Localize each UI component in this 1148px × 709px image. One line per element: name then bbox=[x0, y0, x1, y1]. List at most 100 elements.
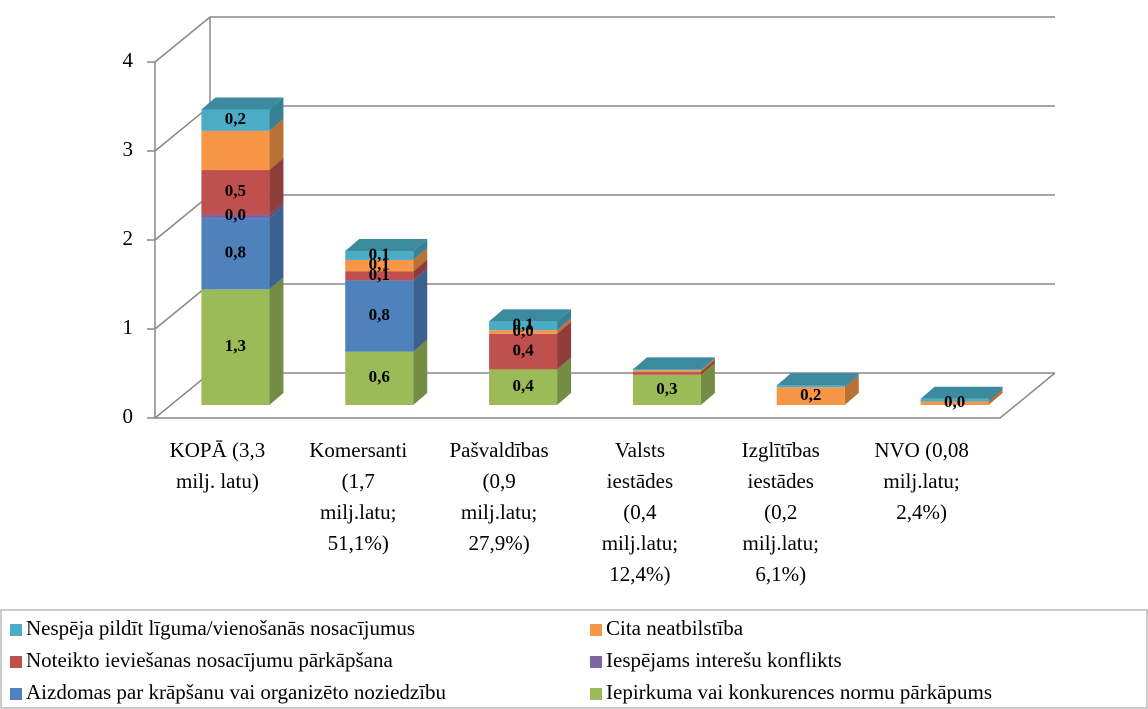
data-label: 1,3 bbox=[225, 336, 246, 355]
bar-side bbox=[413, 247, 428, 272]
bar-side bbox=[269, 277, 284, 405]
bar bbox=[345, 280, 414, 352]
data-label: 0,1 bbox=[369, 255, 390, 274]
bar-side bbox=[844, 373, 859, 388]
bar bbox=[201, 130, 270, 171]
bar-side bbox=[269, 206, 284, 290]
legend-swatch bbox=[10, 656, 22, 668]
x-tick-label: NVO (0,08 milj.latu; 2,4%) bbox=[874, 438, 969, 524]
data-label: 0,0 bbox=[512, 321, 533, 340]
bar bbox=[489, 333, 558, 370]
bar bbox=[632, 374, 701, 405]
bar-side bbox=[844, 375, 859, 405]
x-tick-label: Valsts iestādes (0,4 milj.latu; 12,4%) bbox=[602, 438, 678, 586]
data-label: 0,6 bbox=[369, 367, 390, 386]
bar bbox=[345, 271, 414, 281]
bar bbox=[345, 251, 414, 260]
bar-side bbox=[269, 158, 284, 215]
data-label: 0,1 bbox=[369, 265, 390, 284]
x-tick-label: Komersanti (1,7 milj.latu; 51,1%) bbox=[309, 438, 407, 555]
bar bbox=[201, 218, 270, 290]
data-label: 0,0 bbox=[225, 205, 246, 224]
data-label: 0,1 bbox=[512, 315, 533, 334]
data-label: 0,2 bbox=[225, 109, 246, 128]
bar bbox=[632, 372, 701, 375]
bar-side bbox=[413, 239, 428, 260]
legend-label: Iespējams interešu konflikts bbox=[606, 648, 842, 672]
legend-label: Nespēja pildīt līguma/vienošanās nosacīj… bbox=[26, 616, 415, 640]
data-label: 0,3 bbox=[656, 379, 677, 398]
bar bbox=[201, 214, 270, 219]
bar-side bbox=[413, 259, 428, 281]
legend-swatch bbox=[590, 688, 602, 700]
grid-line bbox=[154, 372, 1055, 419]
data-label: 0,0 bbox=[944, 392, 965, 411]
data-label: 0,2 bbox=[800, 385, 821, 404]
bar bbox=[489, 330, 558, 334]
bar-side bbox=[988, 389, 1003, 405]
bar-side bbox=[557, 321, 572, 370]
bar bbox=[201, 109, 270, 131]
bar bbox=[776, 385, 845, 388]
legend-swatch bbox=[590, 624, 602, 636]
bar-side bbox=[269, 97, 284, 131]
bar-side bbox=[557, 318, 572, 334]
bar bbox=[776, 387, 845, 405]
bar bbox=[201, 289, 270, 405]
data-label: 0,1 bbox=[369, 244, 390, 263]
x-tick-label: Pašvaldības (0,9 milj.latu; 27,9%) bbox=[450, 438, 549, 555]
legend-swatch bbox=[10, 688, 22, 700]
bar-top bbox=[345, 239, 428, 252]
y-tick-label: 4 bbox=[123, 48, 134, 72]
data-label: 0,4 bbox=[512, 341, 534, 360]
bar bbox=[345, 259, 414, 272]
y-tick-label: 1 bbox=[123, 315, 134, 339]
bar-top bbox=[489, 309, 572, 322]
data-label: 0,5 bbox=[225, 181, 246, 200]
bar bbox=[632, 369, 701, 371]
bar-top bbox=[632, 357, 715, 370]
bar-top bbox=[920, 386, 1003, 399]
side-wall bbox=[154, 62, 1056, 419]
bar bbox=[201, 170, 270, 215]
y-tick-label: 0 bbox=[123, 404, 134, 428]
grid-line bbox=[154, 105, 1055, 152]
bar bbox=[345, 351, 414, 405]
bar-side bbox=[700, 357, 715, 371]
bar bbox=[920, 401, 989, 405]
legend-swatch bbox=[10, 624, 22, 636]
bar-side bbox=[557, 309, 572, 331]
x-tick-label: KOPĀ (3,3 milj. latu) bbox=[170, 438, 266, 493]
bar-side bbox=[269, 118, 284, 171]
grid-line bbox=[154, 16, 1055, 63]
bar-side bbox=[700, 360, 715, 375]
bar-side bbox=[557, 357, 572, 405]
legend-label: Cita neatbilstība bbox=[606, 616, 744, 640]
bar bbox=[489, 369, 558, 405]
legend-label: Iepirkuma vai konkurences normu pārkāpum… bbox=[606, 680, 992, 704]
data-label: 0,8 bbox=[225, 243, 246, 262]
bar bbox=[632, 370, 701, 373]
legend-swatch bbox=[590, 656, 602, 668]
grid-line bbox=[154, 283, 1055, 330]
y-tick-label: 2 bbox=[123, 226, 134, 250]
bar-side bbox=[413, 268, 428, 352]
bar-top bbox=[776, 373, 859, 386]
data-label: 0,4 bbox=[512, 376, 534, 395]
bar-side bbox=[700, 362, 715, 405]
x-tick-label: Izglītības iestādes (0,2 milj.latu; 6,1%) bbox=[742, 438, 820, 586]
bar-side bbox=[269, 202, 284, 219]
legend-label: Aizdomas par krāpšanu vai organizēto noz… bbox=[26, 680, 447, 704]
data-label: 0,8 bbox=[369, 305, 390, 324]
legend-label: Noteikto ieviešanas nosacījumu pārkāpšan… bbox=[26, 648, 393, 672]
bar-side bbox=[988, 386, 1003, 402]
y-tick-label: 3 bbox=[123, 137, 134, 161]
bar bbox=[489, 321, 558, 331]
legend-box bbox=[0, 609, 1148, 709]
bar-top bbox=[201, 97, 284, 110]
bar-side bbox=[700, 358, 715, 373]
grid-line bbox=[154, 194, 1055, 241]
bar-side bbox=[413, 339, 428, 405]
bar bbox=[920, 398, 989, 402]
